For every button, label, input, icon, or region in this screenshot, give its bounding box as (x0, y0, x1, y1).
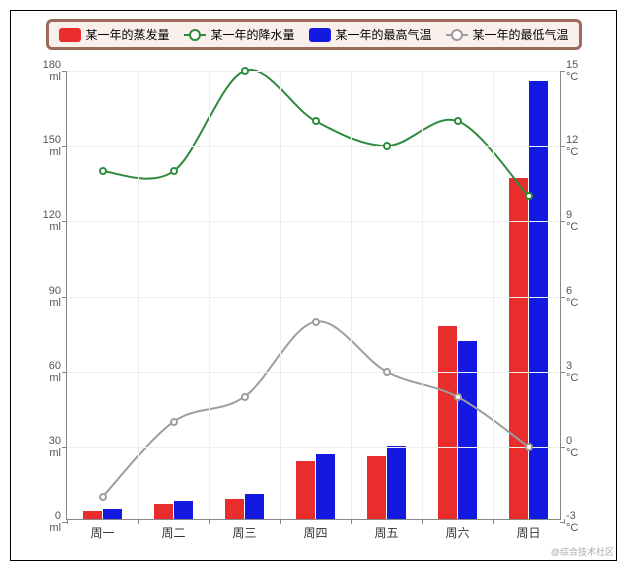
gridline-v (351, 71, 352, 519)
x-tick-label: 周日 (516, 519, 540, 541)
min-temp-marker[interactable] (525, 443, 533, 451)
legend-swatch-bar (58, 28, 80, 42)
precipitation-marker[interactable] (454, 117, 462, 125)
legend-label: 某一年的降水量 (210, 26, 294, 43)
gridline-v (493, 71, 494, 519)
y2-tick (560, 146, 565, 147)
y1-tick (62, 221, 67, 222)
min-temp-marker[interactable] (241, 393, 249, 401)
x-tick (422, 519, 423, 524)
legend-swatch-bar (309, 28, 331, 42)
legend-item[interactable]: 某一年的蒸发量 (58, 26, 169, 43)
legend-swatch-line (446, 34, 468, 36)
y2-tick (560, 447, 565, 448)
min-temp-marker[interactable] (454, 393, 462, 401)
gridline-v (209, 71, 210, 519)
x-tick (493, 519, 494, 524)
legend-label: 某一年的最高气温 (336, 26, 432, 43)
x-tick (67, 519, 68, 524)
y2-tick (560, 297, 565, 298)
precipitation-marker[interactable] (525, 192, 533, 200)
min-temp-marker[interactable] (99, 493, 107, 501)
x-tick (564, 519, 565, 524)
legend: 某一年的蒸发量 某一年的降水量 某一年的最高气温 某一年的最低气温 (45, 19, 581, 50)
gridline-v (422, 71, 423, 519)
y1-tick (62, 447, 67, 448)
x-tick (351, 519, 352, 524)
legend-item[interactable]: 某一年的降水量 (183, 26, 294, 43)
x-tick-label: 周六 (445, 519, 469, 541)
x-tick-label: 周二 (161, 519, 185, 541)
x-tick-label: 周三 (232, 519, 256, 541)
x-tick (209, 519, 210, 524)
gridline-h (67, 146, 560, 147)
gridline-h (67, 221, 560, 222)
x-tick-label: 周一 (90, 519, 114, 541)
gridline-v (280, 71, 281, 519)
gridline-v (138, 71, 139, 519)
x-tick-label: 周五 (374, 519, 398, 541)
plot-area: 0 ml30 ml60 ml90 ml120 ml150 ml180 ml-3 … (66, 71, 561, 520)
y1-tick (62, 372, 67, 373)
legend-swatch-line (183, 34, 205, 36)
y2-tick (560, 372, 565, 373)
chart-container: 某一年的蒸发量 某一年的降水量 某一年的最高气温 某一年的最低气温 0 ml30 ml… (10, 10, 617, 561)
y1-tick (62, 71, 67, 72)
gridline-h (67, 71, 560, 72)
legend-label: 某一年的最低气温 (473, 26, 569, 43)
precipitation-marker[interactable] (312, 117, 320, 125)
y2-tick (560, 71, 565, 72)
precipitation-marker[interactable] (241, 67, 249, 75)
x-tick (138, 519, 139, 524)
legend-item[interactable]: 某一年的最高气温 (309, 26, 432, 43)
min-temp-marker[interactable] (170, 418, 178, 426)
gridline-h (67, 447, 560, 448)
legend-label: 某一年的蒸发量 (85, 26, 169, 43)
min-temp-line[interactable] (103, 321, 529, 497)
precipitation-marker[interactable] (383, 142, 391, 150)
y1-tick (62, 146, 67, 147)
precipitation-line[interactable] (103, 70, 529, 196)
y1-tick (62, 297, 67, 298)
gridline-h (67, 297, 560, 298)
x-tick-label: 周四 (303, 519, 327, 541)
y2-tick (560, 221, 565, 222)
precipitation-marker[interactable] (170, 167, 178, 175)
gridline-h (67, 372, 560, 373)
min-temp-marker[interactable] (383, 368, 391, 376)
min-temp-marker[interactable] (312, 318, 320, 326)
precipitation-marker[interactable] (99, 167, 107, 175)
credit-text: @综合技术社区 (551, 545, 614, 558)
x-tick (280, 519, 281, 524)
legend-item[interactable]: 某一年的最低气温 (446, 26, 569, 43)
